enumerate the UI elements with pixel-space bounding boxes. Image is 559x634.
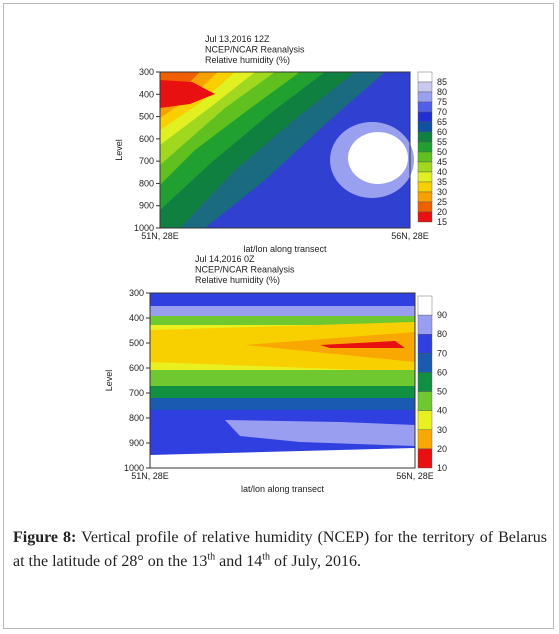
- y-tick-label: 300: [139, 67, 154, 77]
- colorbar-swatch: [417, 181, 433, 193]
- colorbar-swatch: [417, 191, 433, 203]
- colorbar-label: 80: [437, 87, 447, 97]
- colorbar-swatch: [417, 81, 433, 93]
- colorbar-swatch: [417, 410, 433, 430]
- x-axis-label: lat/lon along transect: [243, 244, 327, 254]
- panel-title: NCEP/NCAR Reanalysis: [195, 265, 295, 275]
- caption-text: and 14: [215, 553, 263, 570]
- y-tick-label: 800: [129, 413, 144, 423]
- colorbar-label: 70: [437, 107, 447, 117]
- panel-title: Relative humidity (%): [205, 55, 290, 65]
- colorbar-swatch: [417, 391, 433, 411]
- colorbar-swatch: [417, 111, 433, 123]
- y-tick-label: 1000: [124, 463, 144, 473]
- contour-fill-2: [149, 292, 416, 469]
- y-tick-label: 800: [139, 178, 154, 188]
- y-axis-label: Level: [114, 139, 124, 161]
- y-tick-label: 600: [139, 134, 154, 144]
- y-tick-label: 500: [129, 338, 144, 348]
- y-tick-label: 600: [129, 363, 144, 373]
- y-tick-label: 700: [139, 156, 154, 166]
- colorbar-swatch: [417, 101, 433, 113]
- colorbar-label: 60: [437, 367, 447, 377]
- x-tick-label: 51N, 28E: [131, 471, 169, 481]
- colorbar-label: 50: [437, 147, 447, 157]
- caption-text: Vertical profile of relative humidity (N…: [13, 529, 548, 570]
- caption-sup: th: [207, 551, 216, 563]
- contour-fill-1: [159, 71, 414, 229]
- caption-label: Figure 8:: [13, 529, 77, 546]
- y-tick-label: 300: [129, 288, 144, 298]
- caption-sup: th: [262, 551, 271, 563]
- y-tick-label: 900: [139, 201, 154, 211]
- colorbar-label: 70: [437, 348, 447, 358]
- colorbar-label: 20: [437, 444, 447, 454]
- colorbar-swatch: [417, 211, 433, 223]
- colorbar-label: 35: [437, 177, 447, 187]
- y-tick-label: 900: [129, 438, 144, 448]
- figure-frame: [3, 3, 554, 629]
- colorbar-swatch: [417, 201, 433, 213]
- colorbar-swatch: [417, 353, 433, 373]
- colorbar-swatch: [417, 131, 433, 143]
- x-tick-label: 51N, 28E: [141, 231, 179, 241]
- colorbar-swatch: [417, 171, 433, 183]
- colorbar-label: 45: [437, 157, 447, 167]
- x-tick-label: 56N, 28E: [391, 231, 429, 241]
- colorbar-label: 50: [437, 387, 447, 397]
- caption: Figure 8: Vertical profile of relative h…: [13, 526, 547, 574]
- colorbar-label: 20: [437, 207, 447, 217]
- y-tick-label: 400: [139, 89, 154, 99]
- colorbar-swatch: [417, 314, 433, 335]
- colorbar-label: 60: [437, 127, 447, 137]
- colorbar-label: 65: [437, 117, 447, 127]
- colorbar-swatch: [417, 121, 433, 133]
- colorbar-swatch: [417, 372, 433, 392]
- colorbar-label: 40: [437, 167, 447, 177]
- panel-title: Jul 14,2016 0Z: [195, 254, 255, 264]
- colorbar-label: 55: [437, 137, 447, 147]
- colorbar-label: 30: [437, 425, 447, 435]
- x-tick-label: 56N, 28E: [396, 471, 434, 481]
- y-tick-label: 400: [129, 313, 144, 323]
- colorbar-swatch: [417, 141, 433, 153]
- colorbar-label: 80: [437, 329, 447, 339]
- panel-title: Jul 13,2016 12Z: [205, 34, 270, 44]
- colorbar-label: 40: [437, 406, 447, 416]
- colorbar-swatch: [417, 91, 433, 103]
- colorbar-swatch: [417, 429, 433, 450]
- colorbar-swatch: [417, 71, 433, 83]
- panel-title: NCEP/NCAR Reanalysis: [205, 45, 305, 55]
- colorbar-label: 15: [437, 217, 447, 227]
- caption-text: of July, 2016.: [270, 553, 361, 570]
- colorbar-label: 85: [437, 77, 447, 87]
- colorbar-label: 75: [437, 97, 447, 107]
- colorbar-swatch: [417, 448, 433, 469]
- colorbar-swatch: [417, 161, 433, 173]
- colorbar-label: 30: [437, 187, 447, 197]
- y-tick-label: 700: [129, 388, 144, 398]
- colorbar-label: 10: [437, 463, 447, 473]
- colorbar-label: 25: [437, 197, 447, 207]
- colorbar-swatch: [417, 151, 433, 163]
- y-tick-label: 1000: [134, 223, 154, 233]
- y-tick-label: 500: [139, 112, 154, 122]
- panel-title: Relative humidity (%): [195, 275, 280, 285]
- colorbar-swatch: [417, 295, 433, 316]
- x-axis-label: lat/lon along transect: [241, 484, 325, 494]
- colorbar-label: 90: [437, 310, 447, 320]
- colorbar-swatch: [417, 334, 433, 354]
- y-axis-label: Level: [104, 370, 114, 392]
